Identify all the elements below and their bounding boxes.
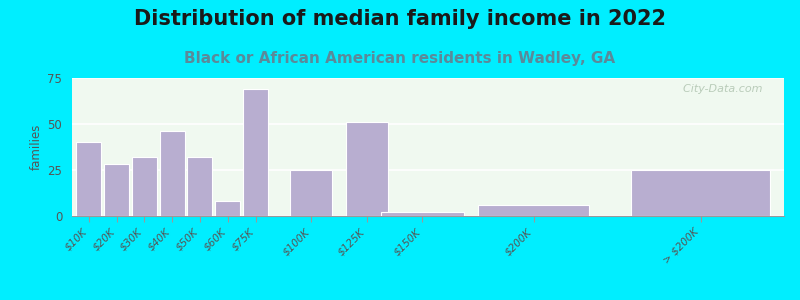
Bar [346,122,388,216]
Text: City-Data.com: City-Data.com [676,83,762,94]
Bar [478,205,590,216]
Bar [381,212,464,216]
Bar [290,170,332,216]
Bar [76,142,102,216]
Bar [243,89,268,216]
Text: Black or African American residents in Wadley, GA: Black or African American residents in W… [185,51,615,66]
Bar [160,131,185,216]
Bar [215,201,240,216]
Bar [631,170,770,216]
Bar [132,157,157,216]
Bar [104,164,129,216]
Bar [187,157,213,216]
Text: Distribution of median family income in 2022: Distribution of median family income in … [134,9,666,29]
Y-axis label: families: families [30,124,43,170]
